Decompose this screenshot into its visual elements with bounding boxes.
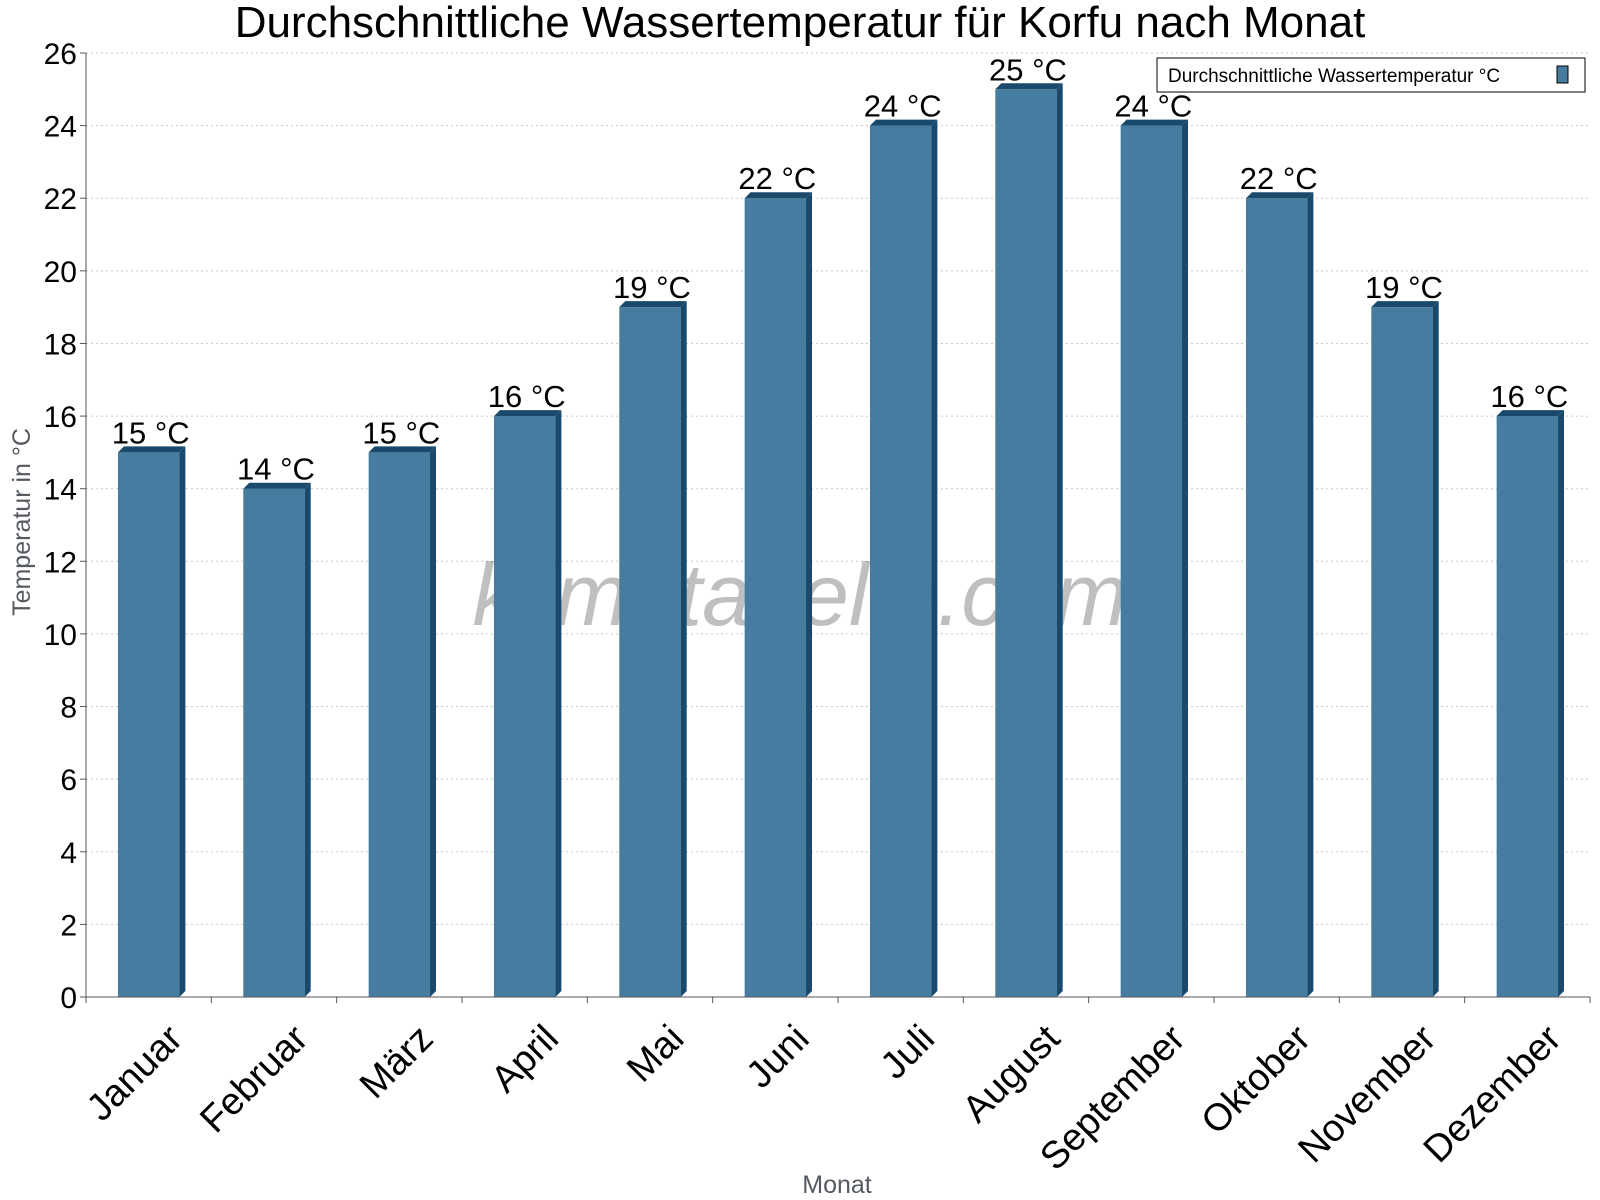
data-label: 14 °C	[237, 452, 315, 487]
legend-label: Durchschnittliche Wassertemperatur °C	[1168, 66, 1500, 87]
bar-januar	[117, 446, 186, 997]
bar-side	[304, 482, 311, 997]
bar-top	[368, 446, 437, 453]
bar-februar	[243, 482, 311, 997]
bar-face	[1371, 307, 1433, 998]
bar-face	[243, 488, 305, 997]
chart-title: Durchschnittliche Wassertemperatur für K…	[235, 0, 1366, 47]
bar-face	[1496, 416, 1559, 998]
y-tick-label: 24	[44, 111, 77, 144]
bar-face	[869, 125, 932, 998]
bar-top	[1371, 301, 1439, 308]
bar-oktober	[1245, 192, 1314, 997]
y-tick-label: 2	[60, 909, 77, 942]
y-tick-label: 14	[44, 474, 77, 507]
bar-märz	[368, 446, 437, 997]
bar-face	[368, 452, 431, 997]
bar-side	[1056, 83, 1063, 998]
y-tick-label: 22	[44, 183, 77, 216]
data-label: 15 °C	[112, 415, 190, 450]
legend-box	[1156, 57, 1586, 93]
bar-face	[619, 307, 681, 998]
bar-side	[1307, 192, 1314, 997]
data-label: 25 °C	[989, 52, 1067, 87]
data-label: 19 °C	[613, 270, 691, 305]
bar-september	[1120, 119, 1189, 998]
y-tick-label: 4	[60, 837, 77, 870]
y-tick-label: 0	[60, 982, 77, 1015]
bar-side	[1432, 301, 1439, 998]
bar-top	[1120, 119, 1189, 126]
y-tick-label: 12	[44, 546, 77, 579]
data-label: 19 °C	[1365, 270, 1443, 305]
bar-face	[493, 416, 556, 998]
bar-face	[1245, 198, 1308, 997]
bar-top	[744, 192, 813, 199]
y-tick-label: 8	[60, 692, 77, 725]
data-label: 24 °C	[1114, 89, 1192, 124]
bar-side	[931, 119, 938, 998]
bar-side	[430, 446, 437, 997]
bar-august	[995, 83, 1063, 998]
bar-side	[179, 446, 186, 997]
x-axis-title: Monat	[802, 1171, 872, 1199]
y-tick-label: 10	[44, 619, 77, 652]
gridlines	[86, 52, 1590, 925]
data-label: 16 °C	[1490, 379, 1568, 414]
data-labels: 15 °C 14 °C 15 °C 16 °C 19 °C 22 °C 24 °C 25 °C…	[112, 52, 1569, 486]
bar-face	[995, 89, 1057, 998]
bar-mai	[619, 301, 687, 998]
y-tick-label: 6	[60, 764, 77, 797]
y-tick-label: 20	[44, 256, 77, 289]
bar-side	[680, 301, 687, 998]
bar-side	[1558, 410, 1565, 998]
y-tick-label: 16	[44, 401, 77, 434]
bar-top	[869, 119, 938, 126]
bar-april	[493, 410, 562, 998]
y-tick-label: 26	[44, 38, 77, 71]
bar-top	[1245, 192, 1314, 199]
legend-swatch	[1556, 65, 1569, 84]
bar-face	[1120, 125, 1183, 998]
data-label: 22 °C	[1240, 161, 1318, 196]
bar-side	[806, 192, 813, 997]
bar-top	[1496, 410, 1565, 417]
data-label: 24 °C	[864, 89, 942, 124]
bar-top	[493, 410, 562, 417]
bar-top	[117, 446, 186, 453]
bar-face	[744, 198, 807, 997]
bar-top	[995, 83, 1063, 90]
y-tick-label: 18	[44, 328, 77, 361]
legend: Durchschnittliche Wassertemperatur °C	[1156, 57, 1586, 93]
bar-side	[555, 410, 562, 998]
bar-face	[117, 452, 180, 997]
bar-november	[1371, 301, 1439, 998]
bar-side	[1182, 119, 1189, 998]
bar-dezember	[1496, 410, 1565, 998]
bar-top	[619, 301, 687, 308]
bars	[117, 83, 1565, 998]
bar-juli	[869, 119, 938, 998]
data-label: 16 °C	[488, 379, 566, 414]
y-axis-title: Temperatur in °C	[8, 428, 36, 616]
bar-juni	[744, 192, 813, 997]
data-label: 22 °C	[738, 161, 816, 196]
data-label: 15 °C	[362, 415, 440, 450]
bar-top	[243, 482, 311, 489]
